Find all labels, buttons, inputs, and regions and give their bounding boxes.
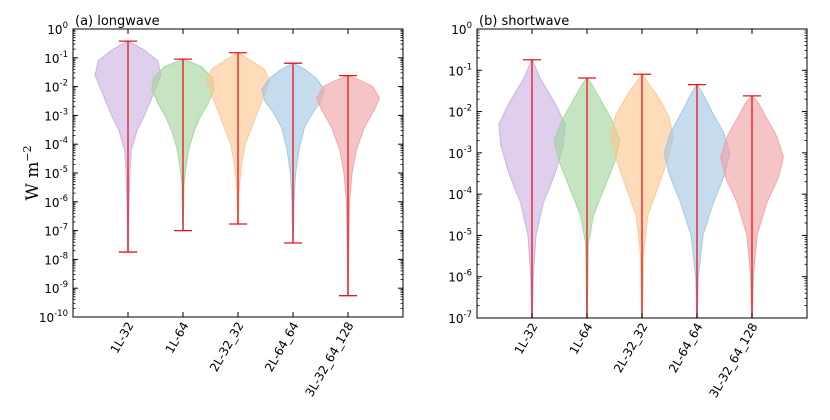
xtick-label: 1L-64: [567, 321, 596, 357]
ytick-label: 10-1: [44, 50, 68, 66]
ytick-label: 10-5: [448, 227, 472, 243]
xtick-label: 3L-32_64_128: [303, 320, 357, 400]
ytick-label: 10-5: [44, 165, 68, 181]
panel-longwave: 100 10-1 10-2 10-3 10-4 10-5 10-6 10-7 10-8 10-9 1…: [21, 14, 404, 400]
ytick-label: 10-2: [44, 79, 68, 95]
panel-shortwave: 100 10-1 10-2 10-3 10-4 10-5 10-6 10-7 1L-32 1L-6…: [448, 14, 808, 401]
xtick-label: 2L-32_32: [207, 320, 247, 375]
xtick-label: 1L-32: [108, 320, 137, 356]
ytick-label: 100: [451, 21, 472, 37]
xtick-label: 2L-64_64: [666, 321, 706, 376]
ytick-label: 10-4: [448, 186, 472, 202]
ytick-label: 10-8: [44, 251, 68, 267]
ytick-label: 10-6: [44, 194, 68, 210]
xtick-label: 1L-32: [512, 321, 541, 357]
panel-title: (a) longwave: [75, 14, 160, 29]
ytick-label: 10-3: [44, 107, 68, 123]
ytick-label: 10-7: [448, 310, 472, 326]
ytick-label: 10-2: [448, 104, 472, 120]
xtick-label: 1L-64: [163, 320, 192, 356]
xtick-label: 3L-32_64_128: [707, 321, 761, 401]
ytick-label: 10-3: [448, 145, 472, 161]
xtick-label: 2L-32_32: [611, 321, 651, 376]
xtick-label: 2L-64_64: [262, 320, 302, 375]
ytick-label: 10-10: [39, 309, 68, 325]
ytick-label: 10-9: [44, 280, 68, 296]
ytick-label: 10-6: [448, 269, 472, 285]
ytick-label: 10-7: [44, 223, 68, 239]
ytick-label: 100: [47, 21, 68, 37]
ytick-label: 10-1: [448, 62, 472, 78]
y-axis-label: W m−2: [21, 145, 43, 200]
panel-title: (b) shortwave: [479, 14, 569, 29]
ytick-label: 10-4: [44, 136, 68, 152]
